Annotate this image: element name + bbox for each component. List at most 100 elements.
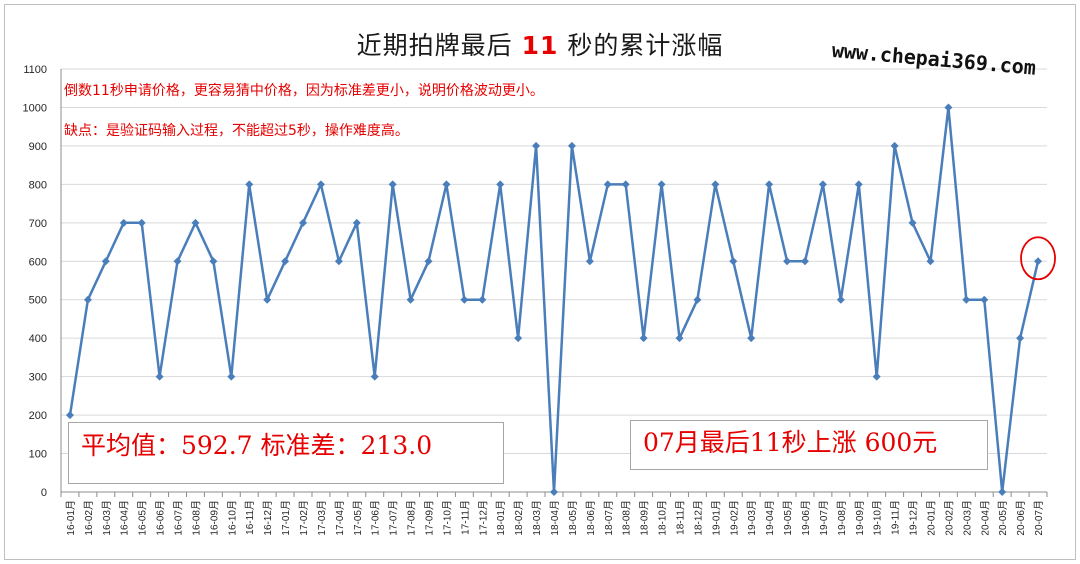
x-tick-label: 16-02月 xyxy=(83,500,95,536)
data-point xyxy=(818,180,827,189)
y-tick-label: 200 xyxy=(29,410,47,422)
title-prefix: 近期拍牌最后 xyxy=(356,31,522,60)
x-tick-label: 17-08月 xyxy=(406,500,418,536)
data-point xyxy=(729,257,738,266)
data-point xyxy=(191,218,200,227)
data-point xyxy=(496,180,505,189)
y-tick-label: 400 xyxy=(29,333,47,345)
x-tick-label: 18-04月 xyxy=(549,500,561,536)
y-tick-label: 300 xyxy=(29,372,47,384)
data-point xyxy=(388,180,397,189)
x-tick-label: 16-05月 xyxy=(137,500,149,536)
data-point xyxy=(119,218,128,227)
data-point xyxy=(980,295,989,304)
data-point xyxy=(532,141,541,150)
y-tick-label: 900 xyxy=(29,141,47,153)
data-point xyxy=(962,295,971,304)
data-point xyxy=(675,334,684,343)
x-tick-label: 16-07月 xyxy=(173,500,185,536)
data-point xyxy=(83,295,92,304)
x-tick-label: 18-08月 xyxy=(621,500,633,536)
x-tick-label: 19-10月 xyxy=(872,500,884,536)
x-tick-label: 17-06月 xyxy=(370,500,382,536)
y-tick-label: 0 xyxy=(41,487,47,499)
x-tick-label: 18-02月 xyxy=(513,500,525,536)
callout-label: 07月最后11秒上涨 600元 xyxy=(643,428,938,457)
title-suffix: 秒的累计涨幅 xyxy=(558,31,724,60)
data-point xyxy=(621,180,630,189)
data-point xyxy=(281,257,290,266)
x-tick-label: 18-10月 xyxy=(657,500,669,536)
data-point xyxy=(406,295,415,304)
x-tick-label: 20-04月 xyxy=(979,500,991,536)
x-tick-label: 17-03月 xyxy=(316,500,328,536)
data-point xyxy=(245,180,254,189)
stats-box: 平均值：592.7 标准差：213.0 xyxy=(68,422,504,484)
data-point xyxy=(890,141,899,150)
data-point xyxy=(514,334,523,343)
data-point xyxy=(747,334,756,343)
y-tick-label: 800 xyxy=(29,179,47,191)
data-point xyxy=(944,103,953,112)
data-point xyxy=(227,372,236,381)
x-tick-label: 18-06月 xyxy=(585,500,597,536)
x-tick-label: 20-01月 xyxy=(925,500,937,536)
x-tick-label: 16-03月 xyxy=(101,500,113,536)
x-tick-label: 17-01月 xyxy=(280,500,292,536)
x-tick-label: 16-10月 xyxy=(226,500,238,536)
data-point xyxy=(567,141,576,150)
data-point xyxy=(603,180,612,189)
mean-label: 平均值：592.7 xyxy=(81,431,253,460)
x-tick-label: 17-09月 xyxy=(424,500,436,536)
data-point xyxy=(550,488,558,496)
data-point xyxy=(155,372,164,381)
x-tick-label: 19-01月 xyxy=(710,500,722,536)
data-point xyxy=(711,180,720,189)
data-point xyxy=(1034,257,1043,266)
data-point xyxy=(101,257,110,266)
highlight-circle xyxy=(1020,236,1056,281)
x-tick-label: 17-04月 xyxy=(334,500,346,536)
x-tick-label: 16-09月 xyxy=(208,500,220,536)
data-point xyxy=(442,180,451,189)
std-label: 标准差：213.0 xyxy=(260,431,433,460)
data-point xyxy=(783,257,792,266)
x-tick-label: 16-06月 xyxy=(155,500,167,536)
callout-box: 07月最后11秒上涨 600元 xyxy=(630,420,988,470)
data-point xyxy=(424,257,433,266)
x-tick-label: 18-09月 xyxy=(639,500,651,536)
data-point xyxy=(334,257,343,266)
x-tick-label: 20-06月 xyxy=(1015,500,1027,536)
x-tick-label: 17-12月 xyxy=(477,500,489,536)
chart-title: 近期拍牌最后 11 秒的累计涨幅 xyxy=(0,26,1080,62)
y-tick-label: 700 xyxy=(29,218,47,230)
x-tick-label: 16-08月 xyxy=(190,500,202,536)
data-point xyxy=(137,218,146,227)
x-tick-label: 16-11月 xyxy=(244,500,256,535)
y-tick-label: 1000 xyxy=(23,102,47,114)
data-point xyxy=(800,257,809,266)
x-tick-label: 17-05月 xyxy=(352,500,364,536)
x-tick-label: 17-11月 xyxy=(459,500,471,535)
x-tick-label: 18-01月 xyxy=(495,500,507,536)
data-point xyxy=(316,180,325,189)
data-point xyxy=(352,218,361,227)
x-tick-label: 19-06月 xyxy=(800,500,812,536)
data-point xyxy=(299,218,308,227)
data-point xyxy=(1016,334,1025,343)
data-point xyxy=(478,295,487,304)
data-point xyxy=(657,180,666,189)
x-tick-label: 16-04月 xyxy=(119,500,131,536)
data-point xyxy=(908,218,917,227)
data-point xyxy=(639,334,648,343)
x-tick-label: 16-01月 xyxy=(65,500,77,536)
x-tick-label: 19-07月 xyxy=(818,500,830,536)
data-point xyxy=(460,295,469,304)
y-tick-label: 600 xyxy=(29,256,47,268)
data-point xyxy=(765,180,774,189)
y-tick-label: 500 xyxy=(29,295,47,307)
data-point xyxy=(209,257,218,266)
x-tick-label: 20-02月 xyxy=(943,500,955,536)
data-point xyxy=(370,372,379,381)
